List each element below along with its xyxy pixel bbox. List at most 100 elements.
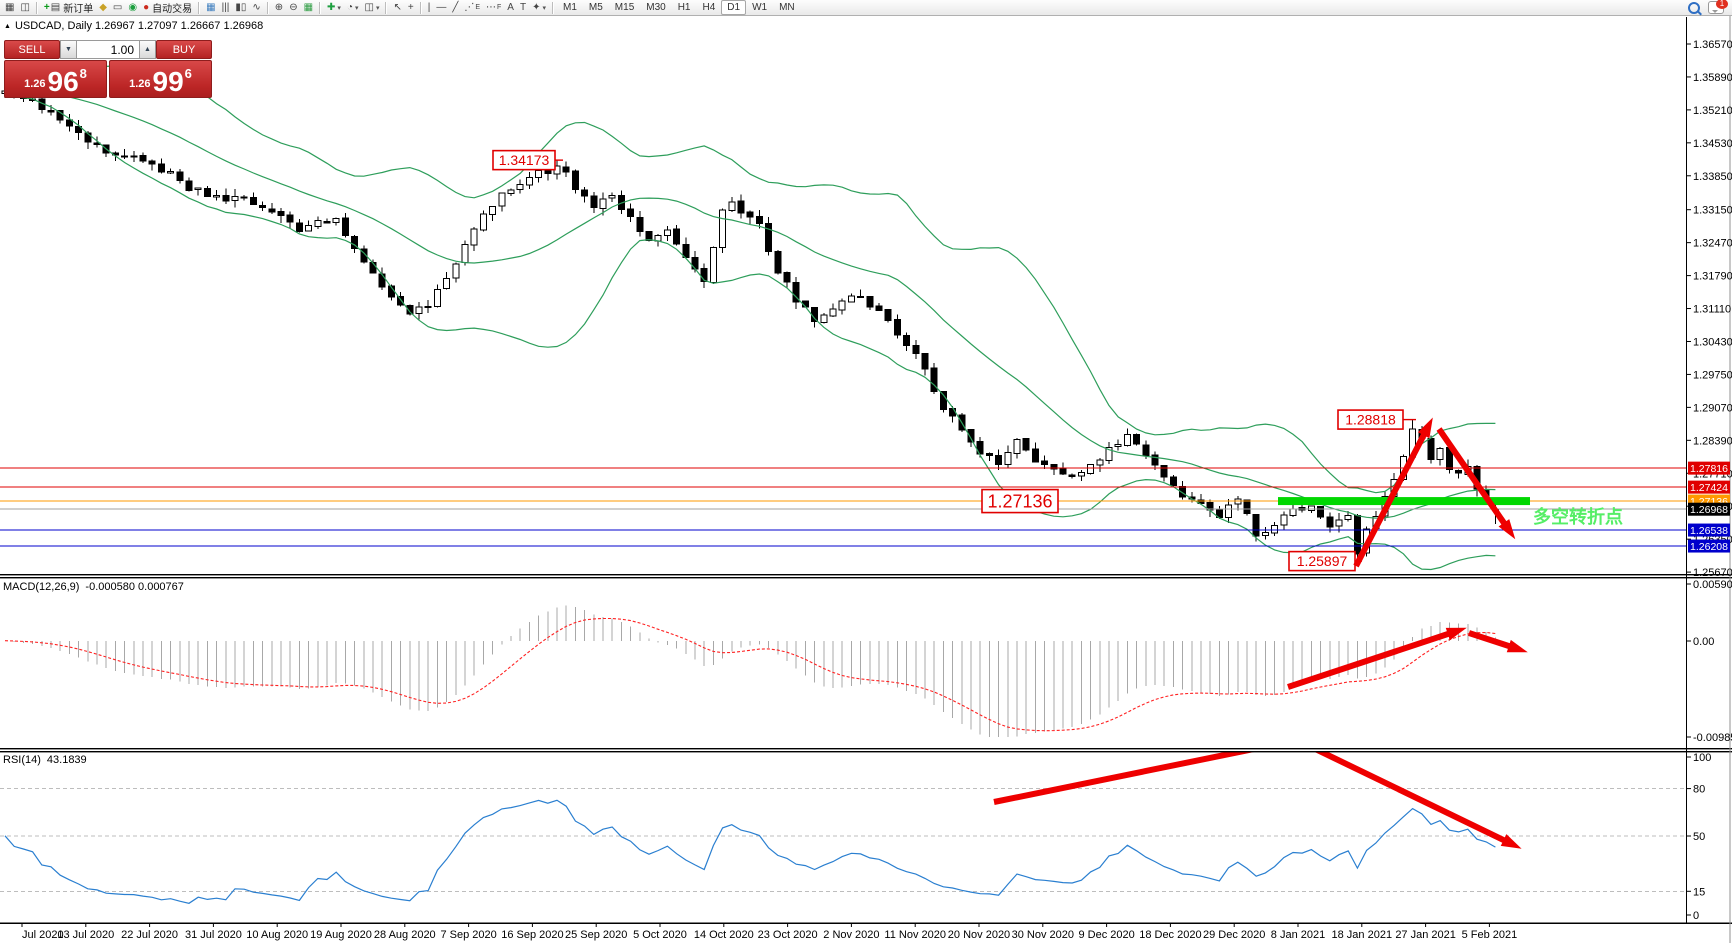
bollinger-upper-band[interactable] (4, 65, 1496, 494)
candle-body (673, 228, 681, 245)
bollinger-middle-band[interactable] (4, 90, 1496, 519)
price-annotation[interactable]: 1.28818 (1337, 409, 1416, 430)
candle-body (1225, 504, 1233, 518)
timeframe-m5-button[interactable]: M5 (588, 2, 603, 13)
annotation-text: 1.34173 (499, 152, 550, 168)
trendline-icon[interactable]: ╱ (452, 1, 459, 13)
vertical-line-icon[interactable]: | (427, 1, 431, 13)
toolbar: ▦ ◫ + ▤ 新订单 ◆ ▭ ◉ ● 自动交易 ▦ ||| ▮▯ ∿ ⊕ ⊖ ▦ ✚ ▾ ◔ ▾ ◫ ▾ ↖ + | — ╱ ⋰ E ⋯ F… (0, 0, 1732, 16)
line-chart-icon[interactable]: ∿ (252, 1, 261, 13)
templates-icon[interactable]: ◫ ▾ (364, 1, 380, 13)
trend-arrow[interactable] (1436, 427, 1516, 540)
candle-body (1160, 465, 1168, 478)
zoom-out-icon[interactable]: ⊖ (289, 1, 298, 13)
timeframe-h4-button[interactable]: H4 (702, 2, 716, 13)
periods-icon[interactable]: ◔ ▾ (346, 1, 359, 13)
timeframe-m15-button[interactable]: M15 (614, 2, 635, 13)
text-label-icon[interactable]: T (519, 1, 527, 13)
timeframe-m30-button[interactable]: M30 (646, 2, 666, 13)
equidistant-channel-icon[interactable]: ⋰ E (464, 1, 481, 13)
trend-arrow[interactable] (1353, 417, 1433, 568)
sell-button[interactable]: SELL (4, 40, 60, 59)
terminal-icon[interactable]: ▭ (112, 1, 123, 13)
profile-icon[interactable]: ◆ (99, 1, 107, 13)
bid-price-box[interactable]: 1.26 96 8 (4, 60, 107, 98)
time-tick-label: 31 Jul 2020 (185, 929, 242, 941)
turning-point-note[interactable]: 多空转折点 (1533, 506, 1623, 527)
annotation-box (1337, 409, 1404, 430)
macd-histogram (4, 605, 1496, 737)
time-tick-label: 18 Jan 2021 (1332, 929, 1393, 941)
bar-chart-icon[interactable]: ||| (221, 1, 230, 13)
candle-chart-icon[interactable]: ▮▯ (235, 1, 247, 13)
candle-body (65, 119, 73, 127)
rsi-axis[interactable]: 100 80 50 15 0 (1686, 752, 1711, 922)
bollinger-lower-band[interactable] (4, 95, 1496, 571)
price-annotation[interactable]: 1.27136 (981, 488, 1059, 514)
panel-separator[interactable] (0, 577, 1732, 579)
trend-arrow[interactable] (993, 737, 1302, 805)
time-tick-label: 20 Nov 2020 (948, 929, 1010, 941)
trend-arrow[interactable] (1305, 744, 1522, 849)
volume-input[interactable]: 1.00 (77, 40, 139, 59)
timeframe-m1-button[interactable]: M1 (562, 2, 577, 13)
timeframe-d1-button[interactable]: D1 (721, 0, 747, 15)
candle-body (1289, 508, 1297, 517)
chart-grid-icon[interactable]: ▦ (206, 1, 216, 13)
price-annotation[interactable]: 1.25897 (1288, 550, 1362, 572)
candle-body (1353, 514, 1361, 555)
candle-body (461, 243, 469, 264)
candle-body (1206, 502, 1214, 511)
chart-search-icon[interactable]: ◫ (20, 1, 30, 13)
candle-body (820, 314, 828, 323)
new-window-icon[interactable]: ▦ (5, 1, 15, 13)
cursor-icon[interactable]: ↖ (393, 1, 402, 13)
panel-separator[interactable] (0, 751, 1732, 753)
chart-marker-icon: ▲ (4, 22, 11, 30)
macd-axis[interactable]: 0.005908 0.00 -0.009851 (1686, 579, 1732, 744)
ask-price-big: 99 (152, 66, 184, 97)
zoom-in-icon[interactable]: ⊕ (274, 1, 284, 13)
indicators-icon[interactable]: ✚ ▾ (327, 1, 341, 13)
time-tick-label: 8 Jan 2021 (1271, 929, 1325, 941)
price-tick-label: 1.31110 (1693, 304, 1731, 316)
volume-decrease-button[interactable]: ▼ (60, 40, 77, 59)
chat-icon[interactable]: 1 (1708, 0, 1728, 14)
price-annotation[interactable]: 1.34173 (492, 149, 563, 171)
macd-panel[interactable] (4, 605, 1528, 737)
timeframe-h1-button[interactable]: H1 (677, 2, 691, 13)
trend-arrow-head (1417, 417, 1433, 439)
text-icon[interactable]: A (507, 1, 514, 13)
panel-separator[interactable] (0, 748, 1732, 750)
candle-body (507, 189, 515, 195)
candle-body (985, 453, 993, 456)
ask-price-box[interactable]: 1.26 99 6 (109, 60, 212, 98)
candle-body (875, 305, 883, 312)
crosshair-icon[interactable]: + (407, 1, 414, 13)
time-tick-label: 7 Sep 2020 (440, 929, 496, 941)
trend-arrow[interactable] (1287, 627, 1467, 690)
trend-arrow[interactable] (1468, 630, 1528, 653)
candle-body (222, 195, 230, 202)
trend-arrow-shaft (1436, 427, 1508, 527)
volume-increase-button[interactable]: ▲ (139, 40, 156, 59)
price-axis[interactable]: 1.36570 1.35890 1.35210 1.34530 1.33850 1.331… (1686, 39, 1732, 579)
alerts-icon[interactable]: ◉ (128, 1, 138, 13)
horizontal-line-icon[interactable]: — (436, 1, 447, 13)
timeframe-w1-button[interactable]: W1 (752, 2, 768, 13)
tile-windows-icon[interactable]: ▦ (303, 1, 314, 13)
new-order-button[interactable]: + ▤ 新订单 (43, 1, 94, 16)
buy-button[interactable]: BUY (156, 40, 212, 59)
panel-separator[interactable] (0, 574, 1732, 576)
fibonacci-icon[interactable]: ⋯ F (486, 1, 502, 13)
timeframe-mn-button[interactable]: MN (779, 2, 795, 13)
search-icon[interactable] (1688, 1, 1700, 14)
rsi-panel[interactable] (0, 737, 1686, 904)
arrow-objects-icon[interactable]: ✦ ▾ (532, 1, 546, 13)
candle-body (1123, 434, 1131, 447)
support-zone-bar[interactable] (1278, 497, 1530, 506)
price-panel[interactable]: 多空转折点 1.34173 1.28818 1.27136 1.25897 (0, 65, 1686, 572)
autotrade-button[interactable]: ● 自动交易 (143, 1, 193, 16)
